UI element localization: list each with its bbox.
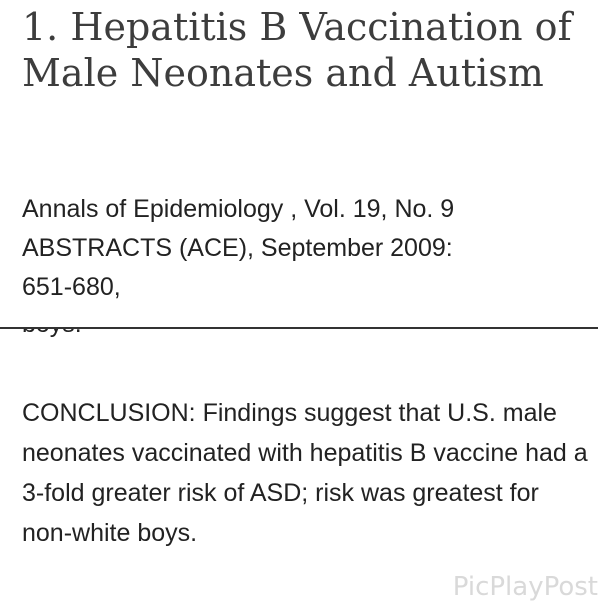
citation-line-3: 651-680, xyxy=(22,273,121,301)
citation-line-2: ABSTRACTS (ACE), September 2009: xyxy=(22,234,453,262)
cut-off-text: boys. xyxy=(22,329,82,344)
panel-divider xyxy=(0,327,598,329)
bottom-panel: boys. CONCLUSION: Findings suggest that … xyxy=(0,329,598,598)
article-title: 1. Hepatitis B Vaccination of Male Neona… xyxy=(22,5,572,95)
top-panel: 1. Hepatitis B Vaccination of Male Neona… xyxy=(22,5,592,307)
citation: Annals of Epidemiology , Vol. 19, No. 9 … xyxy=(22,190,592,307)
citation-line-1: Annals of Epidemiology , Vol. 19, No. 9 xyxy=(22,195,455,223)
watermark: PicPlayPost xyxy=(452,572,598,602)
conclusion-paragraph: CONCLUSION: Findings suggest that U.S. m… xyxy=(22,399,588,547)
